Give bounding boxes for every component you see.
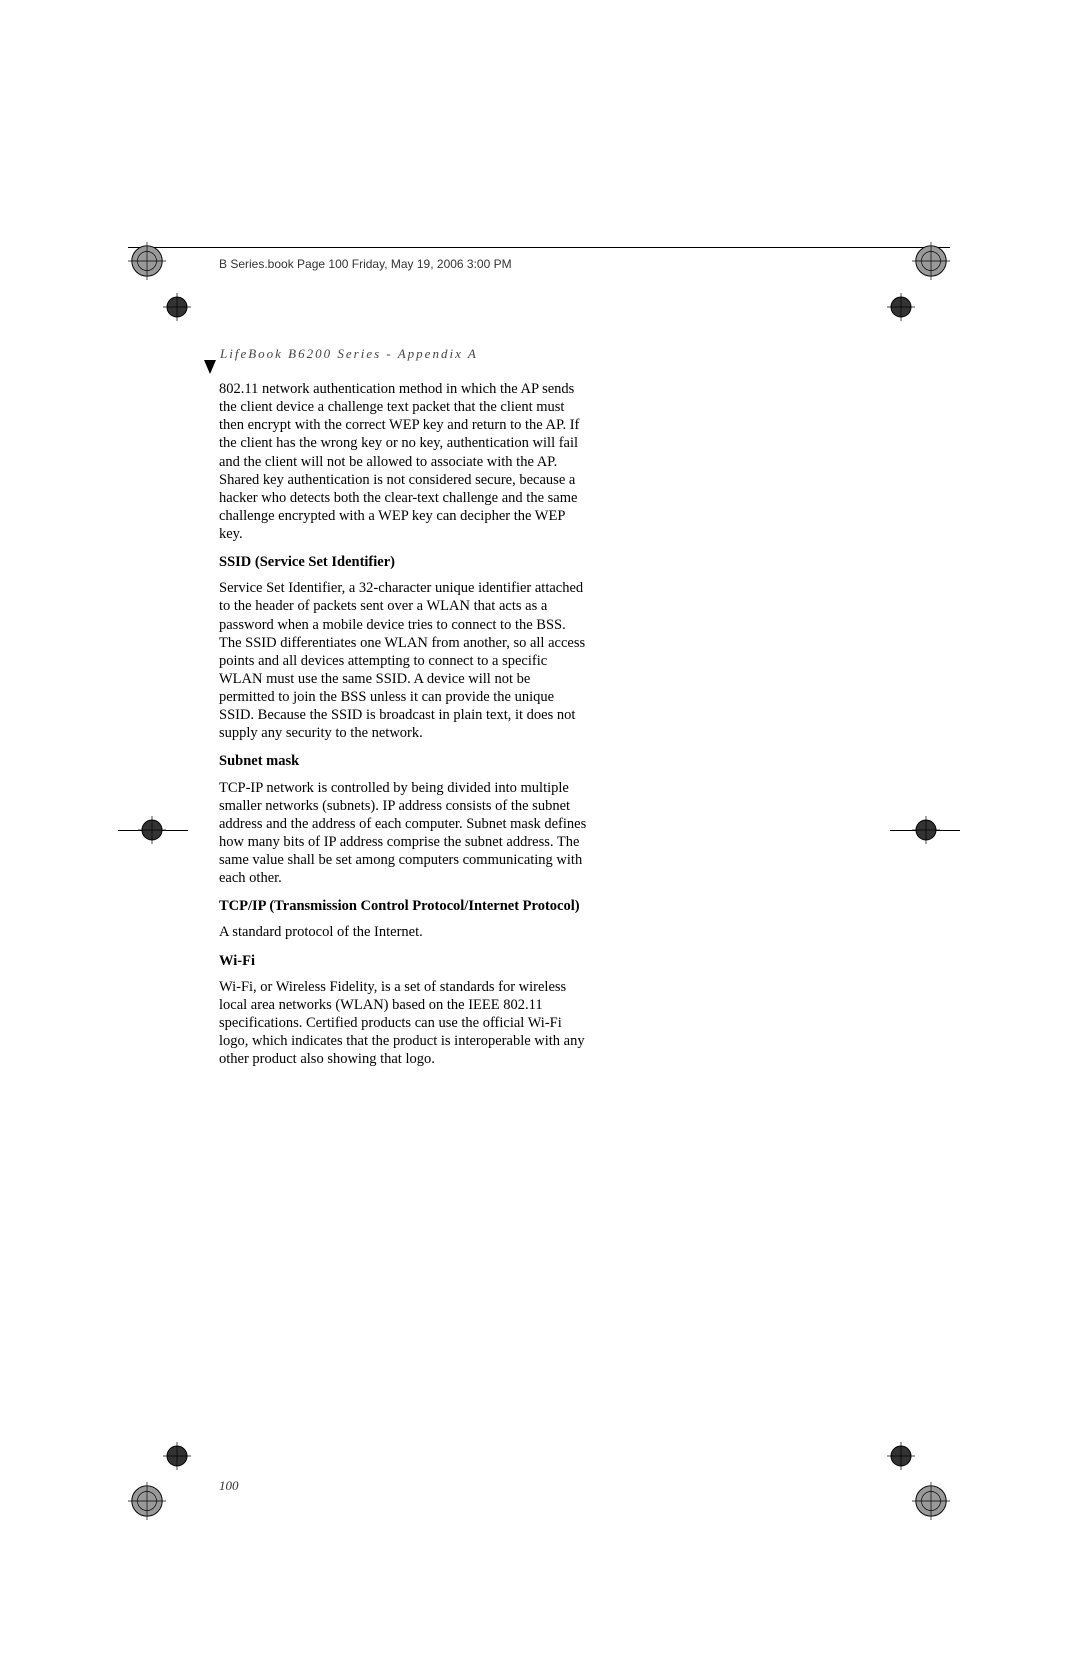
crop-mark-top-right [912,242,950,280]
section-heading-subnet: Subnet mask [219,752,589,770]
section-heading-tcpip: TCP/IP (Transmission Control Protocol/In… [219,897,589,915]
running-head-marker-icon [204,360,216,374]
registration-mark-bottom-left-inner [163,1442,191,1470]
section-body-tcpip: A standard protocol of the Internet. [219,923,589,941]
crop-mark-bottom-left [128,1482,166,1520]
running-head: LifeBook B6200 Series - Appendix A [220,346,478,362]
registration-mark-top-right-inner [887,293,915,321]
section-body-subnet: TCP-IP network is controlled by being di… [219,779,589,888]
intro-paragraph: 802.11 network authentication method in … [219,380,589,543]
section-body-ssid: Service Set Identifier, a 32-character u… [219,579,589,742]
registration-mark-bottom-right-inner [887,1442,915,1470]
crop-mark-bottom-right [912,1482,950,1520]
section-heading-wifi: Wi-Fi [219,952,589,970]
page-number: 100 [219,1478,239,1494]
content-column: 802.11 network authentication method in … [219,380,589,1078]
crop-mark-top-left [128,242,166,280]
registration-mark-mid-right [912,816,940,844]
registration-mark-top-left-inner [163,293,191,321]
section-body-wifi: Wi-Fi, or Wireless Fidelity, is a set of… [219,978,589,1069]
page-header-rule [128,247,950,248]
page-header-text: B Series.book Page 100 Friday, May 19, 2… [219,257,512,271]
section-heading-ssid: SSID (Service Set Identifier) [219,553,589,571]
registration-mark-mid-left [138,816,166,844]
